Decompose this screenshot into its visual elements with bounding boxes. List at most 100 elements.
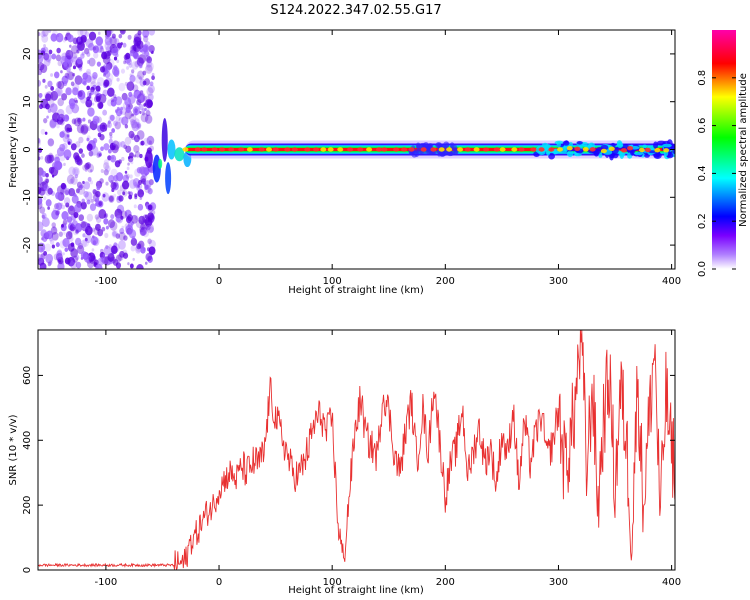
heatmap-peak-cell xyxy=(376,147,383,152)
heatmap-noise-cell xyxy=(71,51,78,59)
heatmap-noise-cell xyxy=(113,56,118,61)
heatmap-noise-cell xyxy=(100,248,104,254)
heatmap-noise-cell xyxy=(47,30,52,33)
heatmap-noise-cell xyxy=(71,192,75,196)
heatmap-noise-cell xyxy=(148,140,152,145)
heatmap-noise-cell xyxy=(107,50,112,57)
heatmap-noise-cell xyxy=(38,156,41,161)
heatmap-noise-cell xyxy=(130,214,138,224)
heatmap-noise-cell xyxy=(128,229,137,239)
heatmap-noise-cell xyxy=(116,77,120,82)
heatmap-noise-cell xyxy=(99,251,106,259)
heatmap-noise-cell xyxy=(105,225,109,230)
heatmap-noise-cell xyxy=(95,190,101,198)
heatmap-noise-cell xyxy=(87,176,92,182)
heatmap-noise-cell xyxy=(147,238,152,245)
heatmap-noise-cell xyxy=(66,216,73,223)
heatmap-noise-cell xyxy=(86,96,90,102)
colorbar-label: Normalized spectral amplitude xyxy=(738,73,749,227)
heatmap-peak-cell xyxy=(654,148,661,153)
heatmap-peak-cell xyxy=(313,147,320,152)
heatmap-peak-cell xyxy=(219,147,226,152)
heatmap-noise-cell xyxy=(146,56,152,64)
heatmap-marks xyxy=(38,30,675,269)
heatmap-noise-cell xyxy=(72,166,80,177)
heatmap-noise-cell xyxy=(140,223,146,230)
heatmap-noise-cell xyxy=(47,108,52,113)
heatmap-noise-cell xyxy=(91,102,95,106)
heatmap-x-axis-label: Height of straight line (km) xyxy=(288,285,424,296)
heatmap-noise-cell xyxy=(99,122,108,132)
heatmap-peak-cell xyxy=(381,147,388,152)
heatmap-noise-cell xyxy=(133,144,140,153)
heatmap-noise-cell xyxy=(103,143,110,151)
heatmap-noise-cell xyxy=(148,30,156,36)
heatmap-noise-cell xyxy=(47,80,53,88)
heatmap-noise-cell xyxy=(80,251,88,260)
heatmap-noise-cell xyxy=(127,94,136,105)
heatmap-noise-cell xyxy=(48,260,53,266)
heatmap-peak-cell xyxy=(194,147,201,152)
heatmap-noise-cell xyxy=(138,76,143,81)
heatmap-noise-cell xyxy=(104,232,109,239)
heatmap-noise-cell xyxy=(51,174,55,178)
heatmap-noise-cell xyxy=(38,62,45,71)
heatmap-noise-cell xyxy=(127,34,132,40)
snr-x-tick-label: 0 xyxy=(216,577,222,588)
heatmap-noise-cell xyxy=(88,57,96,67)
heatmap-noise-cell xyxy=(100,146,104,152)
heatmap-noise-cell xyxy=(51,168,55,173)
heatmap-noise-cell xyxy=(71,194,79,204)
heatmap-noise-cell xyxy=(86,85,91,91)
heatmap-noise-cell xyxy=(144,214,148,219)
heatmap-noise-cell xyxy=(140,175,147,183)
heatmap-noise-cell xyxy=(47,138,55,147)
heatmap-noise-cell xyxy=(40,264,44,268)
snr-y-tick-label: 200 xyxy=(22,496,33,515)
heatmap-noise-cell xyxy=(67,34,74,43)
heatmap-noise-cell xyxy=(102,253,106,257)
heatmap-peak-cell xyxy=(589,147,596,152)
heatmap-onset-cell xyxy=(152,154,161,183)
heatmap-noise-cell xyxy=(134,215,139,221)
heatmap-noise-cell xyxy=(56,209,60,215)
heatmap-noise-cell xyxy=(135,219,143,229)
heatmap-noise-cell xyxy=(141,219,150,230)
heatmap-noise-cell xyxy=(98,201,103,207)
heatmap-noise-cell xyxy=(51,244,56,249)
heatmap-noise-cell xyxy=(118,82,126,92)
heatmap-noise-cell xyxy=(118,231,126,241)
heatmap-peak-cell xyxy=(582,147,589,152)
heatmap-noise-cell xyxy=(134,74,142,84)
heatmap-noise-cell xyxy=(69,259,78,269)
heatmap-noise-cell xyxy=(110,181,117,190)
heatmap-noise-cell xyxy=(132,84,139,92)
heatmap-noise-cell xyxy=(115,172,124,182)
heatmap-noise-cell xyxy=(121,156,125,162)
heatmap-noise-cell xyxy=(67,205,76,216)
heatmap-noise-cell xyxy=(77,30,84,37)
snr-series-line xyxy=(38,330,675,570)
heatmap-noise-cell xyxy=(144,184,151,194)
heatmap-noise-cell xyxy=(56,116,64,125)
heatmap-noise-cell xyxy=(81,153,85,158)
heatmap-noise-cell xyxy=(122,249,128,257)
heatmap-noise-cell xyxy=(49,239,55,245)
heatmap-noise-cell xyxy=(72,87,79,96)
heatmap-signal-cell xyxy=(562,140,570,146)
heatmap-noise-cell xyxy=(139,226,148,236)
heatmap-noise-cell xyxy=(64,36,68,41)
heatmap-noise-cell xyxy=(47,206,51,210)
heatmap-noise-cell xyxy=(147,84,155,94)
heatmap-noise-cell xyxy=(103,218,109,225)
heatmap-noise-cell xyxy=(45,173,49,178)
heatmap-noise-cell xyxy=(102,193,106,198)
heatmap-noise-cell xyxy=(129,74,136,83)
heatmap-peak-cell xyxy=(420,147,427,152)
heatmap-noise-cell xyxy=(131,113,135,117)
heatmap-noise-cell xyxy=(80,125,89,135)
heatmap-noise-cell xyxy=(38,254,44,264)
heatmap-noise-cell xyxy=(136,264,144,269)
heatmap-noise-cell xyxy=(75,229,79,234)
heatmap-noise-cell xyxy=(88,31,97,41)
